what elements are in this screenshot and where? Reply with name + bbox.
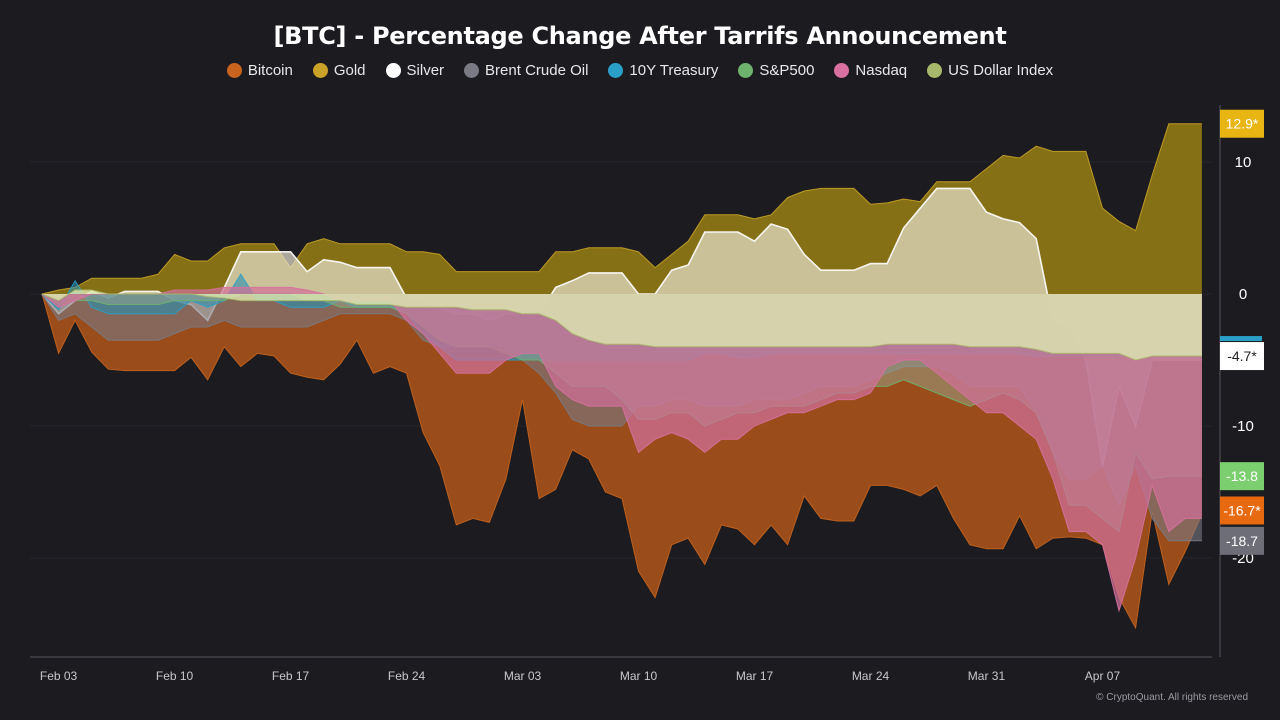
legend-dot-icon	[464, 63, 480, 78]
value-tag	[1220, 342, 1264, 371]
value-tag-bar	[1220, 336, 1262, 342]
legend-item[interactable]: S&P500	[738, 62, 814, 79]
x-tick-label: Mar 24	[852, 669, 890, 683]
line-nasdaq	[41, 286, 1202, 613]
line-bitcoin	[41, 293, 1203, 630]
y-tick-label: -10	[1232, 418, 1254, 435]
legend-dot-icon	[312, 63, 328, 78]
legend-dot-icon	[738, 63, 754, 78]
value-tag	[1220, 526, 1264, 555]
legend-item[interactable]: Silver	[385, 62, 445, 79]
legend-label: US Dollar Index	[948, 62, 1054, 79]
legend-dot-icon	[927, 63, 943, 78]
copyright-footer: © CryptoQuant. All rights reserved	[1096, 692, 1248, 703]
value-tag-label: -18.7	[1226, 533, 1258, 549]
line-gold	[41, 123, 1202, 295]
x-tick-label: Feb 24	[388, 669, 426, 683]
line-silver	[41, 187, 1202, 466]
legend-label: Brent Crude Oil	[485, 62, 589, 79]
area-us-dollar-index	[42, 290, 1202, 360]
x-tick-label: Feb 03	[40, 669, 78, 683]
legend-item[interactable]: Gold	[312, 62, 366, 79]
legend-item[interactable]: Bitcoin	[226, 62, 293, 79]
legend-label: Nasdaq	[855, 62, 908, 79]
x-tick-label: Mar 17	[736, 669, 774, 683]
value-tag-label: 12.9*	[1226, 116, 1259, 132]
value-tag	[1220, 462, 1264, 491]
legend-label: S&P500	[759, 62, 815, 79]
x-tick-label: Feb 10	[156, 669, 194, 683]
x-tick-label: Mar 03	[504, 669, 542, 683]
legend-label: Gold	[333, 62, 366, 79]
value-tag	[1220, 496, 1264, 525]
value-tag-label: -13.8	[1226, 468, 1258, 484]
legend-dot-icon	[385, 63, 401, 78]
x-tick-label: Feb 17	[272, 669, 310, 683]
chart-title: [BTC] - Percentage Change After Tarrifs …	[273, 22, 1007, 50]
legend-item[interactable]: Brent Crude Oil	[464, 62, 588, 79]
y-tick-label: 0	[1239, 286, 1247, 303]
legend-label: Silver	[406, 62, 445, 79]
y-tick-label: 10	[1235, 154, 1252, 171]
x-tick-label: Mar 31	[968, 669, 1006, 683]
value-tag	[1220, 109, 1264, 138]
value-tag-label: -4.7*	[1227, 348, 1257, 364]
legend: Bitcoin Gold Silver Brent Crude Oil 10Y Trea…	[0, 62, 1280, 79]
legend-dot-icon	[608, 63, 624, 78]
legend-item[interactable]: US Dollar Index	[927, 62, 1053, 79]
value-tag-label: -16.7*	[1223, 502, 1261, 518]
area-silver	[42, 188, 1202, 466]
line-us-dollar-index	[41, 289, 1202, 361]
legend-label: 10Y Treasury	[629, 62, 719, 79]
legend-label: Bitcoin	[247, 62, 293, 79]
legend-item[interactable]: Nasdaq	[834, 62, 907, 79]
x-tick-label: Mar 10	[620, 669, 658, 683]
legend-dot-icon	[834, 63, 850, 78]
legend-item[interactable]: 10Y Treasury	[608, 62, 718, 79]
legend-dot-icon	[226, 63, 242, 78]
x-tick-label: Apr 07	[1085, 669, 1121, 683]
